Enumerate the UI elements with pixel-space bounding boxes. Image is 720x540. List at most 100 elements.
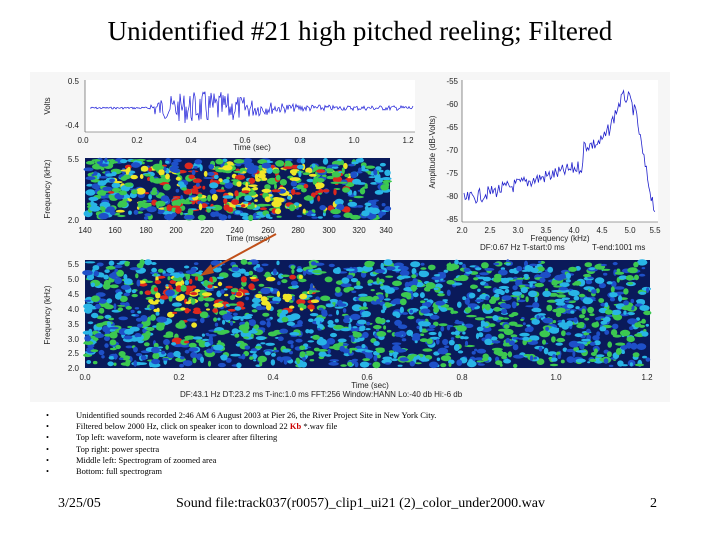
spectrogram-cell xyxy=(531,307,542,313)
spectrogram-cell xyxy=(88,328,93,335)
spectrogram-cell xyxy=(529,263,538,267)
spectrogram-cell xyxy=(104,269,110,273)
spectrogram-cell xyxy=(568,301,576,304)
spectrum-xlabel: Frequency (kHz) xyxy=(530,234,589,243)
spectrogram-cell xyxy=(281,316,289,323)
spectrogram-cell xyxy=(392,311,400,317)
spectrogram-cell xyxy=(520,318,524,322)
spectrogram-cell xyxy=(350,278,358,283)
spectrogram-cell xyxy=(154,280,162,285)
spectrum-xtick: 5.0 xyxy=(624,226,636,235)
spectrogram-cell xyxy=(128,210,132,215)
spectrogram-cell xyxy=(554,274,564,281)
spectrogram-cell xyxy=(104,208,112,213)
spectrogram-cell xyxy=(222,319,226,325)
full-xlabel: Time (sec) xyxy=(351,381,389,390)
spectrogram-cell xyxy=(255,215,261,218)
spectrogram-cell xyxy=(448,362,452,367)
spectrogram-cell xyxy=(481,262,489,269)
spectrogram-cell xyxy=(266,320,271,328)
spectrogram-cell xyxy=(454,259,459,265)
spectrogram-cell xyxy=(318,351,327,358)
full-xtick: 0.4 xyxy=(267,373,279,382)
spectrogram-cell xyxy=(591,289,597,294)
spectrogram-cell xyxy=(144,307,150,310)
spectrogram-cell xyxy=(229,295,236,301)
spectrogram-cell xyxy=(444,345,449,349)
spectrogram-cell xyxy=(594,340,601,346)
spectrogram-cell xyxy=(608,364,614,367)
spectrogram-cell xyxy=(266,318,272,321)
spectrogram-cell xyxy=(437,272,447,275)
spectrogram-cell xyxy=(542,290,552,297)
full-ylabel: Frequency (kHz) xyxy=(43,285,52,344)
spectrogram-cell xyxy=(308,329,314,334)
waveform-ytick: 0.5 xyxy=(68,77,80,86)
spectrogram-cell xyxy=(209,182,219,189)
spectrogram-cell xyxy=(615,348,622,355)
spectrogram-cell xyxy=(147,316,151,324)
spectrogram-cell xyxy=(378,212,383,218)
spectrogram-cell xyxy=(626,336,635,343)
spectrogram-cell xyxy=(490,336,498,341)
spectrogram-cell xyxy=(114,268,118,272)
spectrum-xtick: 4.5 xyxy=(596,226,608,235)
spectrogram-cell xyxy=(124,182,134,187)
spectrogram-cell xyxy=(531,318,540,325)
spectrogram-cell xyxy=(265,160,274,164)
spectrogram-cell xyxy=(255,266,264,273)
spectrogram-cell xyxy=(274,183,277,190)
spectrogram-cell xyxy=(481,357,489,362)
spectrogram-cell xyxy=(148,167,152,172)
zoom-xtick: 180 xyxy=(139,226,153,235)
spectrogram-cell xyxy=(349,347,358,351)
spectrogram-cell xyxy=(185,301,192,305)
spectrogram-cell xyxy=(428,324,436,329)
spectrogram-cell xyxy=(530,267,539,273)
spectrogram-cell xyxy=(96,262,104,267)
spectrogram-cell xyxy=(201,292,213,297)
spectrogram-cell xyxy=(489,298,497,304)
waveform-xtick: 1.0 xyxy=(348,136,360,145)
spectrogram-cell xyxy=(482,307,494,314)
spectrogram-cell xyxy=(356,205,364,208)
spectrogram-cell xyxy=(311,216,319,219)
spectrogram-cell xyxy=(192,310,202,315)
spectrogram-cell xyxy=(231,272,242,278)
spectrogram-cell xyxy=(420,262,425,266)
spectrogram-cell xyxy=(135,336,144,340)
spectrogram-cell xyxy=(633,261,639,268)
download-link[interactable]: Kb xyxy=(289,421,302,432)
spectrogram-cell xyxy=(299,351,306,358)
spectrogram-cell xyxy=(316,338,327,346)
spectrogram-cell xyxy=(93,270,99,277)
spectrogram-cell xyxy=(458,262,463,265)
spectrogram-cell xyxy=(115,344,121,350)
spectrogram-cell xyxy=(111,182,121,188)
spectrogram-cell xyxy=(289,350,293,355)
spectrogram-cell xyxy=(173,159,182,163)
spectrogram-cell xyxy=(248,184,258,187)
full-ytick: 4.5 xyxy=(68,290,80,299)
spectrogram-cell xyxy=(91,295,100,302)
note-item: • Unidentified sounds recorded 2:46 AM 6 … xyxy=(46,410,437,420)
spectrogram-cell xyxy=(198,203,203,211)
spectrogram-cell xyxy=(189,278,193,285)
spectrogram-cell xyxy=(498,285,510,290)
spectrogram-cell xyxy=(179,293,185,301)
spectrogram-cell xyxy=(148,194,152,200)
spectrogram-cell xyxy=(296,268,304,273)
spectrogram-cell xyxy=(244,345,251,350)
spectrogram-cell xyxy=(511,301,517,309)
spectrogram-cell xyxy=(546,304,553,312)
spectrogram-cell xyxy=(194,289,201,293)
spectrogram-cell xyxy=(578,293,586,298)
spectrogram-cell xyxy=(433,287,439,291)
spectrogram-cell xyxy=(501,308,508,314)
spectrogram-cell xyxy=(588,267,596,271)
spectrogram-cell xyxy=(340,283,352,288)
spectrogram-cell xyxy=(222,158,228,162)
spectrogram-cell xyxy=(165,284,169,287)
spectrogram-cell xyxy=(536,358,545,366)
spectrogram-cell xyxy=(144,290,152,295)
